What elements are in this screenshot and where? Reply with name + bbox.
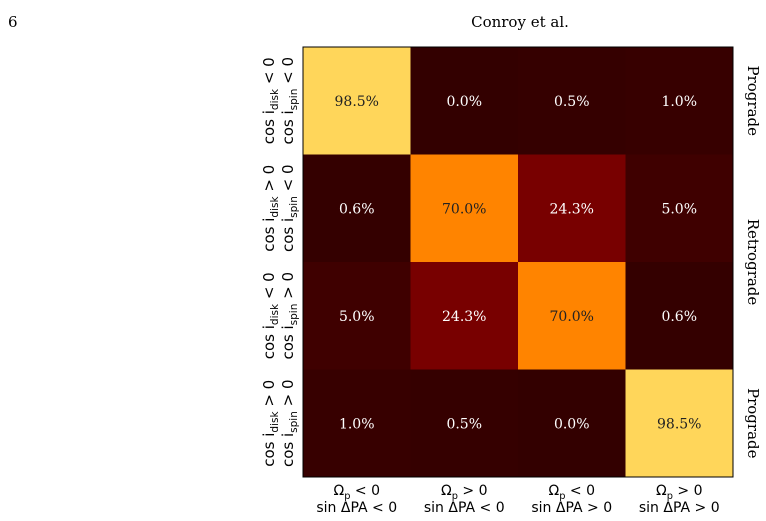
- label-subscript: disk: [269, 411, 281, 433]
- label-text: Ω: [656, 483, 667, 499]
- axis-label: cos idisk > 0: [260, 165, 281, 252]
- label-text: cos i: [260, 110, 278, 144]
- frame: [302, 46, 734, 478]
- heatmap-cell: [625, 369, 733, 477]
- cell-label: 0.5%: [554, 94, 590, 110]
- label-text: < 0: [565, 483, 595, 499]
- axis-label: sin ΔPA > 0: [531, 500, 612, 516]
- label-text: Ω: [441, 483, 452, 499]
- label-text: < 0: [350, 483, 380, 499]
- label-text: Ω: [334, 483, 345, 499]
- axis-label: sin ΔPA < 0: [424, 500, 505, 516]
- label-text: > 0: [260, 380, 278, 412]
- label-text: cos i: [260, 433, 278, 467]
- axis-label: cos ispin < 0: [279, 164, 300, 252]
- label-text: < 0: [279, 164, 297, 196]
- heatmap-cell: [410, 369, 518, 477]
- heatmap-cell: [625, 154, 733, 262]
- axis-label: sin ΔPA > 0: [639, 500, 720, 516]
- label-subscript: p: [344, 491, 350, 502]
- cell-label: 0.0%: [446, 94, 482, 110]
- label-text: cos i: [260, 218, 278, 252]
- label-text: cos i: [279, 110, 297, 144]
- label-subscript: p: [559, 491, 565, 502]
- label-subscript: spin: [288, 196, 300, 218]
- heatmap-cell: [625, 47, 733, 155]
- axis-label: sin ΔPA < 0: [316, 500, 397, 516]
- cell-label: 0.6%: [661, 309, 697, 325]
- cell-label: 0.0%: [554, 416, 590, 432]
- heatmap-cell: [518, 369, 626, 477]
- label-subscript: spin: [288, 89, 300, 111]
- label-text: cos i: [260, 325, 278, 359]
- label-text: sin ΔPA > 0: [639, 500, 720, 516]
- cell-label: 98.5%: [657, 416, 701, 432]
- label-text: > 0: [260, 165, 278, 197]
- heatmap-cell: [410, 262, 518, 370]
- heatmap-cell: [303, 154, 411, 262]
- label-subscript: disk: [269, 196, 281, 218]
- running-head: Conroy et al.: [471, 13, 569, 31]
- label-text: < 0: [260, 57, 278, 89]
- label-text: > 0: [279, 272, 297, 304]
- label-text: sin ΔPA < 0: [424, 500, 505, 516]
- heatmap-cell: [303, 47, 411, 155]
- axis-label: Ωp > 0: [441, 483, 487, 502]
- label-text: cos i: [279, 325, 297, 359]
- label-text: Ω: [549, 483, 560, 499]
- side-label: Retrograde: [744, 219, 762, 306]
- cell-label: 24.3%: [550, 201, 594, 217]
- axis-label: cos ispin > 0: [279, 272, 300, 360]
- label-subscript: disk: [269, 303, 281, 325]
- axis-label: Ωp < 0: [334, 483, 380, 502]
- label-text: cos i: [279, 218, 297, 252]
- cell-label: 5.0%: [661, 201, 697, 217]
- cell-label: 5.0%: [339, 309, 375, 325]
- label-text: > 0: [279, 379, 297, 411]
- label-text: sin ΔPA < 0: [316, 500, 397, 516]
- label-text: < 0: [279, 57, 297, 89]
- heatmap-cell: [625, 262, 733, 370]
- cell-label: 1.0%: [339, 416, 375, 432]
- axis-label: cos idisk < 0: [260, 57, 281, 144]
- label-text: sin ΔPA > 0: [531, 500, 612, 516]
- label-subscript: p: [667, 491, 673, 502]
- heatmap-cell: [518, 262, 626, 370]
- axis-label: cos idisk > 0: [260, 380, 281, 467]
- heatmap-cell: [410, 47, 518, 155]
- cell-label: 70.0%: [442, 201, 486, 217]
- label-subscript: spin: [288, 411, 300, 433]
- heatmap-cell: [303, 262, 411, 370]
- label-subscript: spin: [288, 304, 300, 326]
- side-label: Prograde: [744, 388, 762, 459]
- label-text: > 0: [673, 483, 703, 499]
- axis-label: Ωp < 0: [549, 483, 595, 502]
- cell-label: 0.5%: [446, 416, 482, 432]
- label-text: > 0: [458, 483, 488, 499]
- cell-label: 98.5%: [335, 94, 379, 110]
- cell-label: 0.6%: [339, 201, 375, 217]
- label-text: cos i: [279, 433, 297, 467]
- cell-label: 1.0%: [661, 94, 697, 110]
- axis-label: cos ispin < 0: [279, 57, 300, 145]
- axis-label: cos idisk < 0: [260, 272, 281, 359]
- heatmap-cell: [518, 47, 626, 155]
- cell-label: 70.0%: [550, 309, 594, 325]
- axis-label: cos ispin > 0: [279, 379, 300, 467]
- cell-label: 24.3%: [442, 309, 486, 325]
- heatmap-cell: [303, 369, 411, 477]
- heatmap-cell: [518, 154, 626, 262]
- label-subscript: p: [452, 491, 458, 502]
- axis-label: Ωp > 0: [656, 483, 702, 502]
- heatmap-cell: [410, 154, 518, 262]
- label-text: < 0: [260, 272, 278, 304]
- page-number: 6: [8, 13, 18, 31]
- label-subscript: disk: [269, 88, 281, 110]
- side-label: Prograde: [744, 66, 762, 137]
